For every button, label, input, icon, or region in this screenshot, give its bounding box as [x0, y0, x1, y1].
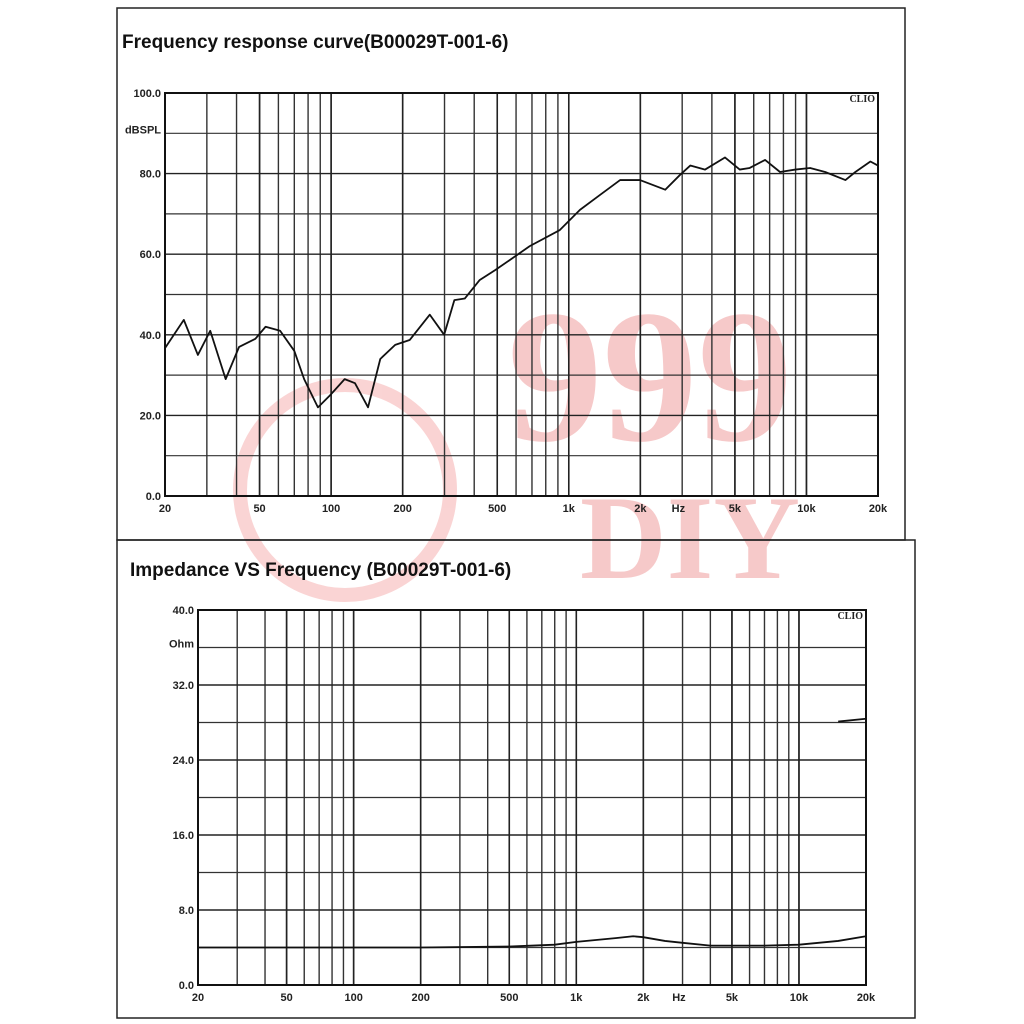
- x-tick-label: 1k: [570, 992, 583, 1004]
- x-tick-label: 5k: [729, 503, 742, 515]
- x-tick-label: 2k: [637, 992, 650, 1004]
- x-tick-label: 100: [322, 503, 340, 515]
- x-tick-label: 20k: [869, 503, 888, 515]
- y-tick-label: 60.0: [140, 249, 161, 261]
- y-tick-label: 80.0: [140, 169, 161, 181]
- y-unit-label: dBSPL: [125, 124, 161, 136]
- plot-border: [197, 609, 867, 986]
- x-tick-label: 100: [344, 992, 362, 1004]
- chart-title: Impedance VS Frequency (B00029T-001-6): [130, 560, 511, 581]
- watermark: 999 DIY: [233, 272, 800, 604]
- y-tick-label: 8.0: [179, 905, 194, 917]
- y-tick-label: 40.0: [140, 330, 161, 342]
- data-line: [164, 156, 879, 409]
- y-tick-label: 20.0: [140, 410, 161, 422]
- brand-label: CLIO: [837, 611, 863, 622]
- x-unit-label: Hz: [672, 503, 686, 515]
- y-tick-label: 100.0: [133, 88, 161, 100]
- x-tick-label: 20: [159, 503, 171, 515]
- brand-label: CLIO: [849, 94, 875, 105]
- x-tick-label: 200: [411, 992, 429, 1004]
- chart-title: Frequency response curve(B00029T-001-6): [122, 32, 509, 53]
- x-tick-label: 200: [393, 503, 411, 515]
- y-tick-label: 16.0: [173, 830, 194, 842]
- x-tick-label: 2k: [634, 503, 647, 515]
- y-tick-label: 0.0: [146, 491, 161, 503]
- x-tick-label: 1k: [563, 503, 576, 515]
- x-tick-label: 50: [280, 992, 292, 1004]
- y-tick-label: 24.0: [173, 755, 194, 767]
- x-unit-label: Hz: [672, 992, 686, 1004]
- plot-border: [164, 92, 879, 497]
- y-tick-label: 0.0: [179, 980, 194, 992]
- x-tick-label: 500: [488, 503, 506, 515]
- watermark-text: DIY: [580, 471, 800, 604]
- x-tick-label: 20k: [857, 992, 876, 1004]
- data-line: [198, 935, 867, 949]
- y-tick-label: 40.0: [173, 605, 194, 617]
- data-line: [838, 717, 867, 723]
- charts: Frequency response curve(B00029T-001-6) 0…: [116, 7, 916, 1019]
- watermark-text: 999: [508, 272, 793, 482]
- y-unit-label: Ohm: [169, 639, 194, 651]
- x-tick-label: 10k: [790, 992, 809, 1004]
- x-tick-label: 500: [500, 992, 518, 1004]
- y-tick-label: 32.0: [173, 680, 194, 692]
- x-tick-label: 10k: [797, 503, 816, 515]
- x-tick-label: 50: [253, 503, 265, 515]
- x-tick-label: 5k: [726, 992, 739, 1004]
- chart-frame: [116, 539, 916, 1019]
- x-tick-label: 20: [192, 992, 204, 1004]
- watermark-ring: [233, 378, 457, 602]
